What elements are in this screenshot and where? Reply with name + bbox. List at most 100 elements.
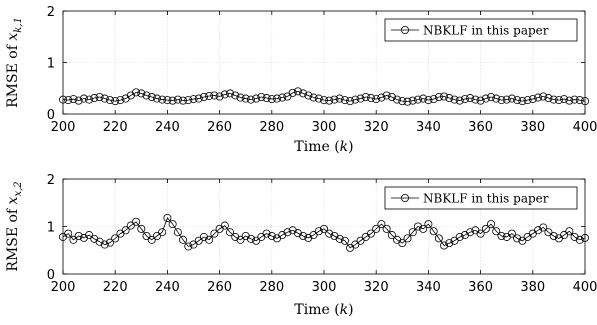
chart1-data-point <box>502 95 511 104</box>
chart2-data-point <box>168 220 177 229</box>
chart2-data-point <box>314 227 323 236</box>
chart2-data-point <box>173 228 182 237</box>
chart1-data-point <box>189 95 198 104</box>
chart2-data-point <box>100 240 109 249</box>
chart1-data-point <box>356 94 365 103</box>
chart1-data-point <box>539 92 548 101</box>
chart1-data-point <box>231 91 240 100</box>
chart2-x-tick-label: 240 <box>155 280 180 295</box>
chart2-x-tick-label: 300 <box>312 280 337 295</box>
chart2-data-point <box>507 229 516 238</box>
chart2-data-point <box>513 234 522 243</box>
chart1-x-tick-label: 320 <box>364 120 389 135</box>
chart1-data-point <box>549 95 558 104</box>
chart2-data-point <box>450 236 459 245</box>
chart2-data-point <box>121 226 130 235</box>
chart2-data-point <box>403 234 412 243</box>
chart1-x-tick-label: 260 <box>207 120 232 135</box>
chart1-data-point <box>288 88 297 97</box>
chart2-data-point <box>487 220 496 229</box>
chart1-x-axis-label: Time (k) <box>294 139 353 155</box>
chart1-data-point <box>429 95 438 104</box>
chart2-data-point <box>147 235 156 244</box>
chart2-data-point <box>205 235 214 244</box>
chart1-data-point <box>554 96 563 105</box>
chart2-data-point <box>565 227 574 236</box>
chart1-data-point <box>372 95 381 104</box>
chart2-data-point <box>64 229 73 238</box>
chart1-data-point <box>273 94 282 103</box>
chart2-data-point <box>476 229 485 238</box>
chart1-data-point <box>293 87 302 96</box>
chart2-x-tick-label: 380 <box>520 280 545 295</box>
chart2-data-point <box>126 221 135 230</box>
chart1-data-point <box>445 94 454 103</box>
chart2-data-point <box>445 239 454 248</box>
chart1-y-tick-label: 2 <box>47 5 55 20</box>
chart2-x-tick-label: 320 <box>364 280 389 295</box>
chart1-data-point <box>100 94 109 103</box>
chart1-data-point <box>267 95 276 104</box>
chart2-data-point <box>299 231 308 240</box>
chart2-data-point <box>335 234 344 243</box>
chart1-data-point <box>278 93 287 102</box>
chart2-data-point <box>460 231 469 240</box>
chart2-data-point <box>79 233 88 242</box>
chart1-data-point <box>220 90 229 99</box>
chart2-data-point <box>309 231 318 240</box>
chart2-data-point <box>429 227 438 236</box>
chart1-data-point <box>424 96 433 105</box>
chart2-data-point <box>179 235 188 244</box>
chart1-data-point <box>581 97 590 106</box>
chart1-y-tick-label: 1 <box>47 57 55 72</box>
chart1-data-point <box>85 95 94 104</box>
chart1-data-point <box>79 94 88 103</box>
chart2-x-axis-label: Time (k) <box>294 302 353 318</box>
chart2-data-point <box>570 232 579 241</box>
chart2-data-point <box>539 223 548 232</box>
chart2-x-tick-label: 260 <box>207 280 232 295</box>
chart2-data-point <box>534 226 543 235</box>
chart2-data-point <box>95 237 104 246</box>
chart1-data-point <box>64 96 73 105</box>
chart1-x-tick-label: 240 <box>155 120 180 135</box>
chart1-data-point <box>455 96 464 105</box>
chart1-data-point <box>466 94 475 103</box>
chart2-data-point <box>194 236 203 245</box>
chart1-data-point <box>518 97 527 106</box>
chart1-data-point <box>460 95 469 104</box>
chart2-data-point <box>278 231 287 240</box>
chart2-data-point <box>382 224 391 233</box>
chart1-data-point <box>408 96 417 105</box>
chart1-data-point <box>215 92 224 101</box>
chart1-data-point <box>226 89 235 98</box>
chart1-data-point <box>152 94 161 103</box>
chart1-data-point <box>528 95 537 104</box>
chart2-data-point <box>184 242 193 251</box>
chart2-x-tick-label: 360 <box>468 280 493 295</box>
chart2-data-point <box>549 231 558 240</box>
chart1-data-point <box>246 95 255 104</box>
chart2-y-tick-label: 1 <box>47 221 55 236</box>
chart2-data-point <box>252 236 261 245</box>
chart2-data-point <box>262 229 271 238</box>
chart1-x-tick-label: 340 <box>416 120 441 135</box>
chart1-data-point <box>184 96 193 105</box>
chart1-data-point <box>560 95 569 104</box>
chart1-data-point <box>137 89 146 98</box>
chart2-x-tick-label: 200 <box>51 280 76 295</box>
chart1-data-point <box>403 97 412 106</box>
chart1-data-point <box>69 95 78 104</box>
chart2-data-point <box>158 228 167 237</box>
chart2-data-point <box>497 231 506 240</box>
chart2-data-point <box>132 217 141 226</box>
chart2-data-point <box>351 240 360 249</box>
chart2-data-point <box>481 224 490 233</box>
chart2-data-point <box>111 234 120 243</box>
chart1-x-tick-label: 360 <box>468 120 493 135</box>
chart2-x-tick-label: 400 <box>573 280 597 295</box>
chart1-data-point <box>387 93 396 102</box>
chart1-data-point <box>309 93 318 102</box>
chart2-data-point <box>90 234 99 243</box>
